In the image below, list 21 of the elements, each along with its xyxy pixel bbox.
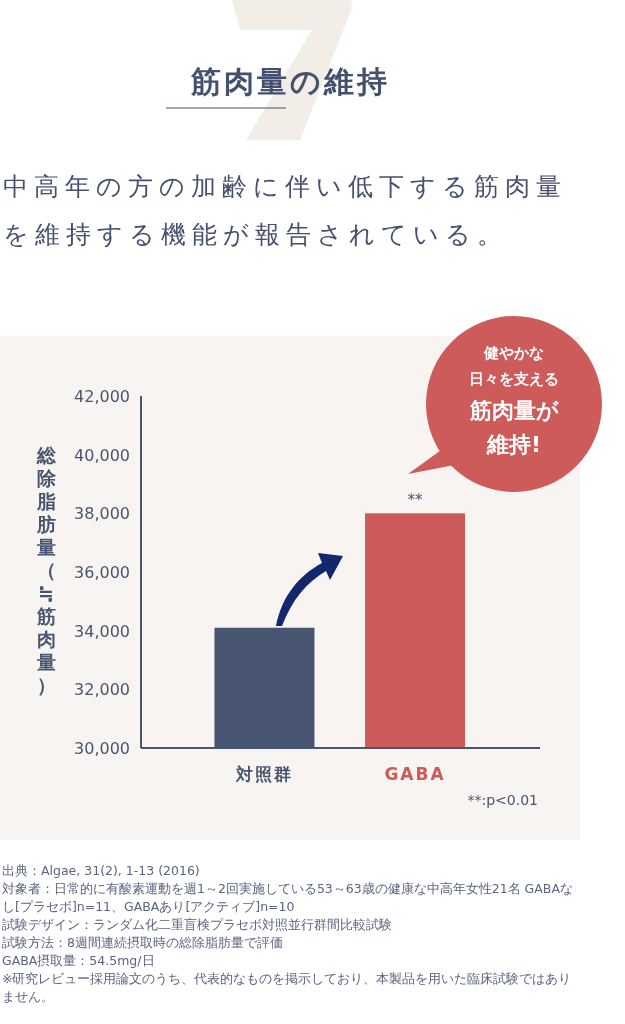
y-tick-label: 40,000 [74,445,130,465]
annotation: ** [407,491,424,510]
text: 総除脂肪量（≒筋肉量） [36,444,56,696]
chart-title: 筋肉量の維持 [189,64,390,99]
y-tick-label: 36,000 [74,563,130,582]
text: ※研究レビュー採用論文のうち、代表的なものを掲示しており、本製品を用いた臨床試験ではありません。 [2,970,573,1006]
y-tick-label: 30,000 [74,739,130,758]
y-tick-label: 32,000 [74,680,130,700]
text: 対象者：日常的に有酸素運動を週1～2回実施している53～63歳の健康な中高年女性21名 GABAなし[プラセボ]n=11、GABAあり[アクティブ]n=10 [2,880,574,916]
text: **:p<0.01 [467,792,538,808]
y-tick-label: 42,000 [74,387,130,406]
text: 試験デザイン：ランダム化二重盲検プラセボ対照並行群間比較試験 [2,916,393,934]
x-tick-label: GABA [384,764,446,784]
chart-subtitle: 中高年の方の加齢に伴い低下する筋肉量を維持する機能が報告されている。 [3,172,567,249]
y-tick-label: 38,000 [74,504,130,524]
source-note: 出典：Algae, 31(2), 1-13 (2016) [2,862,201,880]
text: 試験方法：8週間連続摂取時の総除脂肪量で評価 [2,934,284,952]
annotation: 健やかな日々を支える筋肉量が維持! [468,344,559,457]
y-tick-label: 34,000 [74,621,130,641]
x-tick-label: 対照群 [234,764,293,784]
text: GABA摂取量：54.5mg/日 [2,952,156,970]
